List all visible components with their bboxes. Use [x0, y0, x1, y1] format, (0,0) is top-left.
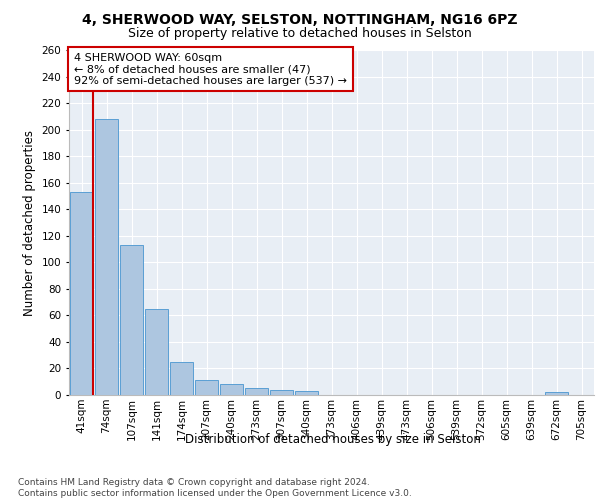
Text: 4, SHERWOOD WAY, SELSTON, NOTTINGHAM, NG16 6PZ: 4, SHERWOOD WAY, SELSTON, NOTTINGHAM, NG…: [82, 12, 518, 26]
Bar: [220, 384, 243, 395]
Bar: [245, 388, 268, 395]
Bar: [120, 245, 143, 395]
Bar: [270, 390, 293, 395]
Text: 4 SHERWOOD WAY: 60sqm
← 8% of detached houses are smaller (47)
92% of semi-detac: 4 SHERWOOD WAY: 60sqm ← 8% of detached h…: [74, 52, 347, 86]
Bar: [145, 308, 168, 395]
Y-axis label: Number of detached properties: Number of detached properties: [23, 130, 36, 316]
Bar: [545, 392, 568, 395]
Bar: [95, 119, 118, 395]
Text: Distribution of detached houses by size in Selston: Distribution of detached houses by size …: [185, 432, 481, 446]
Bar: [295, 391, 318, 395]
Bar: [70, 192, 93, 395]
Bar: [195, 380, 218, 395]
Bar: [170, 362, 193, 395]
Text: Size of property relative to detached houses in Selston: Size of property relative to detached ho…: [128, 28, 472, 40]
Text: Contains HM Land Registry data © Crown copyright and database right 2024.
Contai: Contains HM Land Registry data © Crown c…: [18, 478, 412, 498]
